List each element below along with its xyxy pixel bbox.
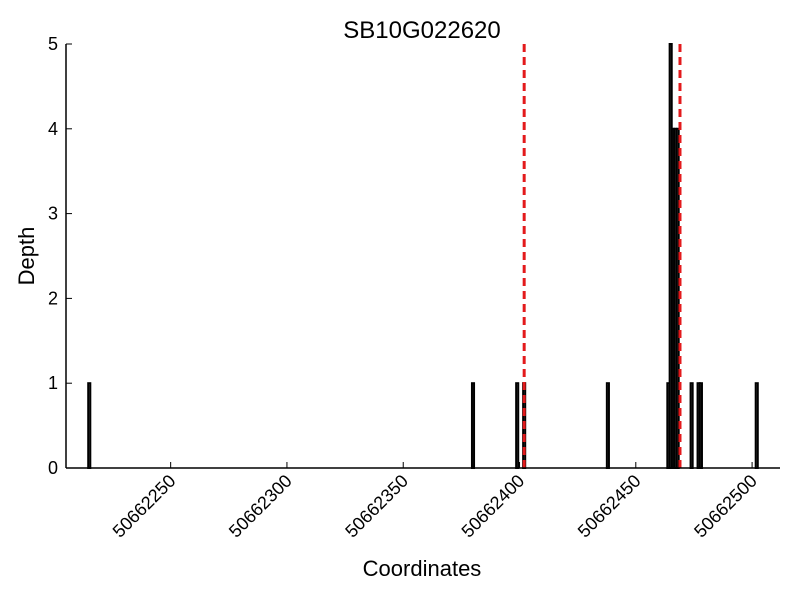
x-tick-label: 50662400 xyxy=(458,471,529,542)
depth-bar xyxy=(515,382,520,470)
depth-bar xyxy=(754,382,759,470)
y-tick-label: 1 xyxy=(48,373,58,393)
axes-layer xyxy=(65,44,780,469)
y-tick-label: 3 xyxy=(48,204,58,224)
x-tick-label: 50662500 xyxy=(690,471,761,542)
y-axis-label: Depth xyxy=(14,227,39,286)
depth-bar xyxy=(675,127,680,470)
depth-bar xyxy=(689,382,694,470)
y-tick-label: 5 xyxy=(48,34,58,54)
markers-layer xyxy=(522,44,682,468)
x-ticks: 50662250 50662300 50662350 50662400 50662450… xyxy=(109,462,761,541)
bars-layer xyxy=(87,43,759,470)
depth-bar xyxy=(470,382,476,470)
y-tick-label: 2 xyxy=(48,288,58,308)
y-ticks: 0 1 2 3 4 5 xyxy=(48,34,72,478)
depth-bar xyxy=(698,382,703,470)
depth-bar xyxy=(605,382,610,470)
x-axis-label: Coordinates xyxy=(363,556,482,581)
x-tick-label: 50662450 xyxy=(574,471,645,542)
x-tick-label: 50662350 xyxy=(341,471,412,542)
y-tick-label: 0 xyxy=(48,458,58,478)
x-tick-label: 50662300 xyxy=(225,471,296,542)
x-tick-label: 50662250 xyxy=(109,471,180,542)
chart-title: SB10G022620 xyxy=(343,17,500,44)
depth-bar xyxy=(87,382,92,470)
y-tick-label: 4 xyxy=(48,119,58,139)
